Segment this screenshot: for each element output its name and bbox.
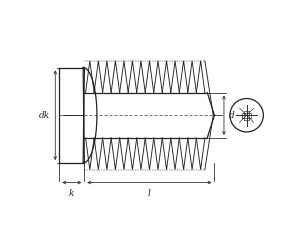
Text: l: l (148, 189, 151, 198)
Text: d: d (229, 111, 235, 120)
Text: k: k (69, 189, 75, 198)
Text: dk: dk (38, 111, 50, 120)
